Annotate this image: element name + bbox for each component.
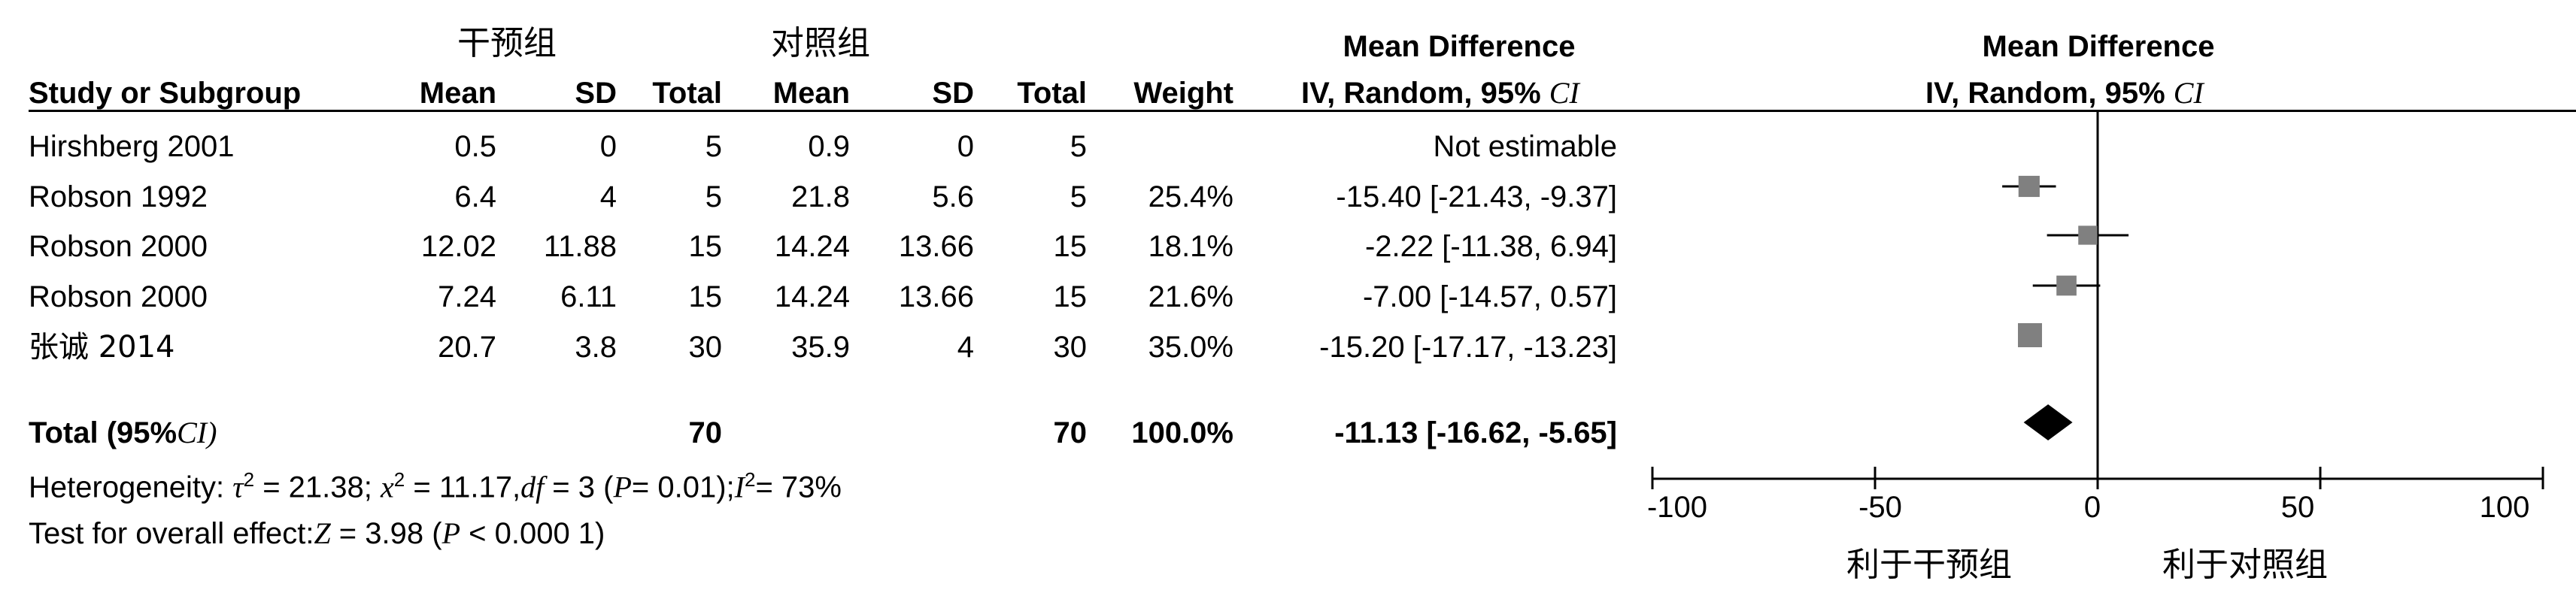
x-tick-label: -50 [1858,491,1902,524]
mean-2: 0.9 [808,130,850,163]
sd-1: 6.11 [560,280,617,313]
mean-difference: Not estimable [1433,130,1617,163]
total-1: 5 [705,130,722,163]
sd-2: 4 [957,331,974,364]
total-label: Total (95%CI) [29,416,217,449]
weight: 18.1% [1148,230,1233,263]
x-tick-label: -100 [1646,491,1708,524]
study-name: Robson 2000 [29,230,208,263]
total-n-1: 70 [688,416,723,449]
total-2: 15 [1053,280,1088,313]
total-1: 5 [705,180,722,213]
total-weight: 100.0% [1131,416,1233,449]
x-tick-label: 100 [2479,491,2530,524]
sd-1: 3.8 [575,331,617,364]
sd-1: 0 [599,130,617,163]
sd-2: 0 [957,130,974,163]
md-header-right-line1: Mean Difference [1982,30,2215,63]
mean-1: 20.7 [438,331,496,364]
md-header-right-line2: IV, Random, 95% CI [1925,76,2204,110]
sd-1: 4 [599,180,617,213]
study-square [2018,323,2043,347]
mean-difference: -2.22 [-11.38, 6.94] [1364,230,1617,263]
mean-difference: -15.20 [-17.17, -13.23] [1319,331,1617,364]
total-2: 5 [1070,130,1087,163]
sd-2: 13.66 [898,280,974,313]
study-name: 张诚 2014 [29,330,175,365]
heterogeneity-text: Heterogeneity: τ2 = 21.38; x2 = 11.17,df… [29,468,842,504]
col-weight: Weight [1133,77,1233,110]
total-2: 5 [1070,180,1087,213]
favours-control-label: 利于对照组 [2162,546,2328,584]
weight: 21.6% [1148,280,1233,313]
mean-1: 7.24 [438,280,496,313]
study-name: Hirshberg 2001 [29,130,235,163]
col-sd-2: SD [932,77,974,110]
weight: 35.0% [1148,331,1233,364]
sd-2: 13.66 [898,230,974,263]
col-total-1: Total [652,77,722,110]
col-mean-1: Mean [419,77,496,110]
total-n-2: 70 [1053,416,1088,449]
mean-1: 12.02 [420,230,496,263]
md-header-left-line2: IV, Random, 95% CI [1301,76,1579,110]
total-1: 15 [688,280,723,313]
mean-2: 21.8 [791,180,850,213]
mean-2: 14.24 [774,230,850,263]
sd-2: 5.6 [932,180,974,213]
col-sd-1: SD [575,77,617,110]
sd-1: 11.88 [543,230,617,263]
overall-effect-text: Test for overall effect:Z = 3.98 (P < 0.… [29,516,605,550]
mean-difference: -15.40 [-21.43, -9.37] [1336,180,1617,213]
mean-1: 6.4 [454,180,496,213]
study-square [2056,275,2077,296]
mean-1: 0.5 [454,130,496,163]
mean-2: 35.9 [791,331,850,364]
col-mean-2: Mean [772,77,850,110]
study-square [2078,225,2098,245]
intervention-group-header: 干预组 [457,24,557,62]
study-name: Robson 2000 [29,280,208,313]
favours-intervention-label: 利于干预组 [1846,546,2012,584]
mean-difference: -7.00 [-14.57, 0.57] [1362,280,1617,313]
md-header-left-line1: Mean Difference [1343,30,1576,63]
pooled-diamond [2023,404,2073,440]
control-group-header: 对照组 [771,24,870,62]
total-mean-difference: -11.13 [-16.62, -5.65] [1334,416,1617,449]
x-tick-label: 50 [2280,491,2315,524]
x-tick-label: 0 [2083,491,2101,524]
total-2: 30 [1053,331,1088,364]
total-1: 15 [688,230,723,263]
col-total-2: Total [1017,77,1087,110]
study-square [2018,175,2040,198]
mean-2: 14.24 [774,280,850,313]
col-study: Study or Subgroup [29,77,302,110]
study-name: Robson 1992 [29,180,208,213]
total-2: 15 [1053,230,1088,263]
header-rule [29,110,2576,112]
total-1: 30 [688,331,723,364]
weight: 25.4% [1148,180,1233,213]
